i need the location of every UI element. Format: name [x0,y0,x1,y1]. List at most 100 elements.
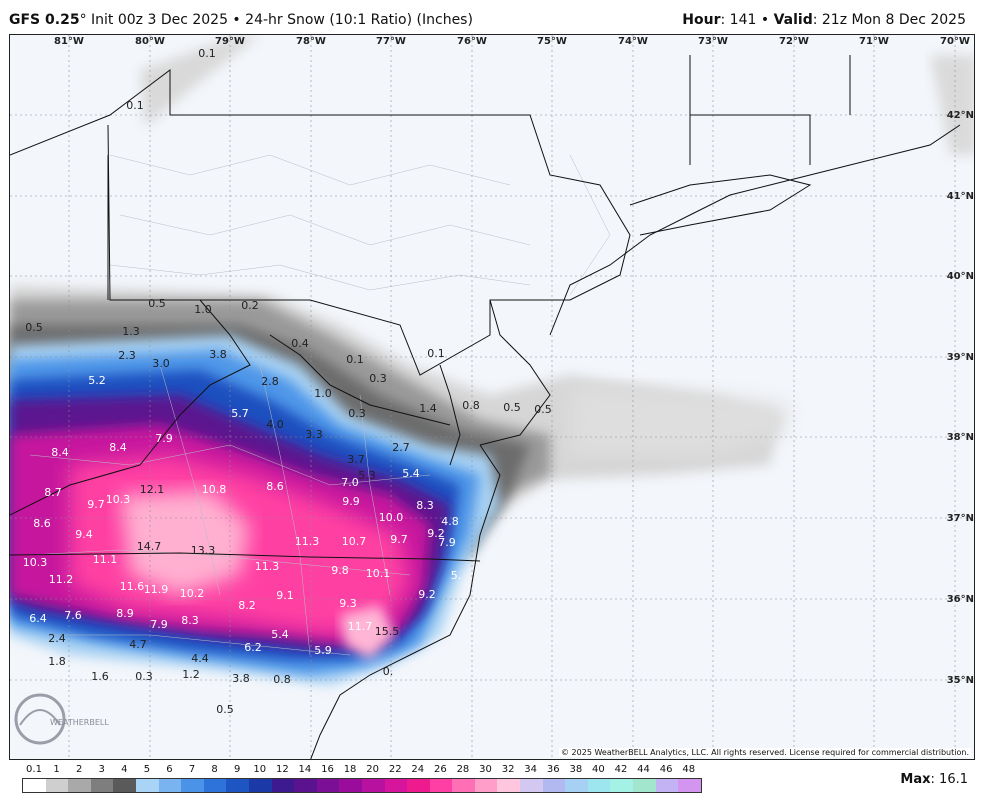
lat-label: 39°N [947,352,974,363]
legend-tick-label: 42 [614,764,628,775]
snow-value-label: 9.8 [331,564,349,577]
snow-value-label: 9.3 [339,597,357,610]
snow-value-label: 0.5 [216,703,234,716]
snow-value-label: 7.6 [64,609,82,622]
snow-value-label: 0.3 [135,670,153,683]
latitude-labels: 42°N 41°N 40°N 39°N 38°N 37°N 36°N 35°N [947,110,974,686]
snowfall-map: 81°W 80°W 79°W 78°W 77°W 76°W 75°W 74°W … [9,34,975,760]
legend-swatch [23,779,46,792]
snow-value-label: 15.5 [375,625,400,638]
legend-swatch [45,779,69,792]
snow-value-label: 10.8 [202,483,227,496]
snow-value-label: 1.0 [314,387,332,400]
county-lines [29,154,611,656]
snow-value-label: 1.3 [122,325,140,338]
snow-value-label: 11.7 [348,620,373,633]
legend-swatch [520,779,543,792]
legend-tick-label: 9 [233,764,241,775]
legend-tick-label: 5 [143,764,151,775]
legend-tick-label: 4 [121,764,128,775]
legend-swatch [339,779,362,792]
legend-tick-label: 3 [98,764,105,775]
snow-value-label: 14.7 [137,540,162,553]
snow-value-label: 10.0 [379,511,404,524]
legend-tick-label: 10 [253,764,267,775]
snow-value-label: 3.0 [152,357,170,370]
legend-swatch [68,779,91,792]
color-legend: 0.1 1 2 3 4 5 6 7 8 9 10 12 14 16 18 20 22 24 26 28 30 32 34 36… [22,764,702,793]
legend-tick-label: 6 [166,764,173,775]
lat-label: 36°N [947,594,974,605]
snow-value-label: 9.7 [390,533,408,546]
legend-tick-label: 32 [501,764,515,775]
lat-label: 38°N [947,432,974,443]
weatherbell-logo: WEATHERBELL [14,693,109,745]
lat-label: 35°N [947,675,974,686]
snow-value-label: 4.8 [441,515,459,528]
lon-label: 75°W [537,36,567,47]
snow-value-label: 11.9 [144,583,169,596]
map-canvas: 81°W 80°W 79°W 78°W 77°W 76°W 75°W 74°W … [10,35,974,759]
snow-value-label: 8.3 [416,499,434,512]
legend-tick-label: 26 [433,764,447,775]
lat-label: 40°N [947,271,974,282]
snow-value-label: 5.3 [358,469,376,482]
legend-tick-label: 20 [366,764,380,775]
legend-tick-label: 36 [546,764,560,775]
snow-value-label: 10.1 [366,567,391,580]
snow-value-label: 0.3 [348,407,366,420]
snow-value-label: 6.4 [29,612,47,625]
snow-value-label: 0.8 [273,673,291,686]
legend-swatch [135,779,159,792]
legend-tick-label: 40 [592,764,605,775]
snow-shading [10,35,974,685]
legend-swatch [181,779,204,792]
legend-swatch [294,779,317,792]
snow-value-label: 9.1 [276,589,294,602]
snow-value-label: 9.9 [342,495,360,508]
lon-label: 76°W [457,36,487,47]
snow-value-label: 12.1 [140,483,165,496]
legend-tick-label: 1 [53,764,60,775]
copyright-notice: © 2025 WeatherBELL Analytics, LLC. All r… [559,748,971,757]
snow-value-label: 11.3 [255,560,280,573]
legend-tick-label: 44 [637,764,650,775]
snow-value-label: 2.4 [48,632,66,645]
lon-label: 71°W [859,36,889,47]
legend-swatch [361,779,385,792]
state-borders [10,55,961,759]
snow-value-label: 8.4 [109,441,127,454]
legend-swatches [22,778,702,793]
snow-value-label: 8.6 [33,517,51,530]
legend-swatch [587,779,611,792]
snow-value-label: 0.3 [369,372,387,385]
snow-value-label: 3.7 [347,453,365,466]
legend-tick-label: 0.1 [26,764,42,775]
snow-value-label: 9.7 [87,498,105,511]
lat-label: 37°N [947,513,974,524]
snow-value-label: 5.9 [314,644,332,657]
snow-value-label: 8.4 [51,446,69,459]
lon-label: 79°W [215,36,245,47]
lat-label: 41°N [947,191,974,202]
snow-value-label: 11.3 [295,535,320,548]
snow-value-label: 7.0 [341,476,359,489]
legend-swatch [316,779,340,792]
snow-value-label: 0.1 [198,47,216,60]
snow-value-label: 7.9 [155,432,173,445]
legend-swatch [271,779,295,792]
snow-value-label: 7.9 [438,536,456,549]
snow-value-label: 2.7 [392,441,410,454]
snow-value-label: 5. [451,569,462,582]
snow-value-label: 3.8 [209,348,227,361]
legend-tick-label: 2 [75,764,83,775]
snowfall-value-labels: 0.10.10.5 1.0 0.20.5 1.32.33.03.80.40.10.30… [23,47,552,716]
snow-value-label: 6.2 [244,641,262,654]
legend-swatch [610,779,634,792]
snow-value-label: 11.1 [93,553,118,566]
valid-time: Hour: 141 • Valid: 21z Mon 8 Dec 2025 [682,12,966,28]
snow-value-label: 9.2 [418,588,436,601]
snow-value-label: 10.7 [342,535,367,548]
legend-swatch [429,779,453,792]
legend-tick-label: 7 [188,764,196,775]
